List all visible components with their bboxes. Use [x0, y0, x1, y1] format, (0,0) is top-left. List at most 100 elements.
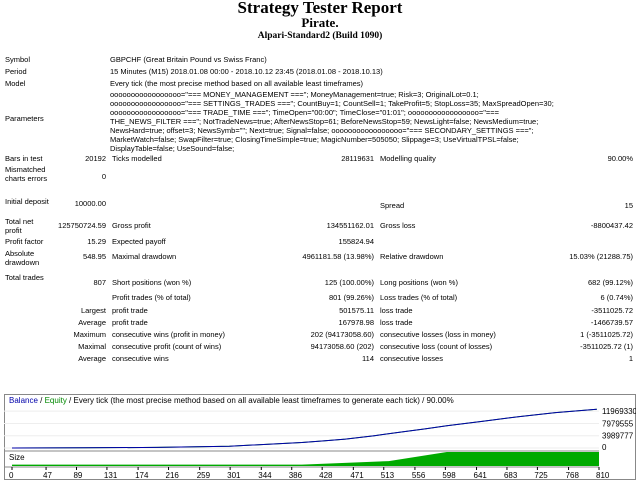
x-tick-label: 0 [9, 471, 14, 480]
quality-label: Modelling quality [380, 154, 436, 163]
max-consecutive-wins-label: consecutive wins (profit in money) [112, 330, 225, 339]
loss-trades-label: Loss trades (% of total) [380, 293, 458, 302]
avg-consecutive-wins-label: consecutive wins [112, 354, 169, 363]
parameters-line: THE_NEWS_FILTER ==="; NotTradeNews=true;… [110, 117, 539, 126]
short-positions-label: Short positions (won %) [112, 278, 192, 287]
x-tick-label: 513 [381, 471, 395, 480]
average-loss-value: -1466739.57 [590, 318, 633, 327]
legend-equity: Equity [45, 396, 67, 405]
symbol-value: GBPCHF (Great Britain Pound vs Swiss Fra… [110, 55, 267, 64]
gross-profit-label: Gross profit [112, 221, 151, 230]
chart-legend: Balance / Equity / Every tick (the most … [9, 396, 454, 405]
x-tick-label: 556 [412, 471, 426, 480]
bars-value: 20192 [85, 154, 106, 163]
x-tick-label: 216 [166, 471, 180, 480]
symbol-label: Symbol [5, 55, 31, 64]
size-bars [12, 452, 599, 466]
x-tick-label: 428 [319, 471, 333, 480]
average-profit-label: profit trade [112, 318, 148, 327]
maximal-drawdown-label: Maximal drawdown [112, 252, 177, 261]
deposit-value: 10000.00 [74, 199, 106, 208]
largest-loss-label: loss trade [380, 306, 413, 315]
gross-loss-value: -8800437.42 [590, 221, 633, 230]
largest-profit-label: profit trade [112, 306, 148, 315]
x-tick-label: 641 [474, 471, 488, 480]
bars-label: Bars in test [5, 154, 43, 163]
maximal-label: Maximal [78, 342, 106, 351]
legend-separator: / [38, 396, 45, 405]
x-tick-label: 131 [104, 471, 118, 480]
maximal-consecutive-profit-label: consecutive profit (count of wins) [112, 342, 222, 351]
parameters-line: ooooooooooooooooo="=== SETTINGS_TRADES =… [110, 99, 554, 108]
x-tick-label: 174 [135, 471, 149, 480]
size-label: Size [9, 453, 25, 462]
max-consecutive-losses-label: consecutive losses (loss in money) [380, 330, 496, 339]
expected-payoff-value: 155824.94 [338, 237, 374, 246]
x-tick-label: 598 [442, 471, 456, 480]
net-profit-label: Total net profit [5, 217, 34, 235]
x-tick-label: 344 [258, 471, 272, 480]
spread-label: Spread [380, 201, 405, 210]
total-trades-value: 807 [93, 278, 106, 287]
spread-value: 15 [624, 201, 633, 210]
parameters-line: DisplayTable=false; UseSound=false; [110, 144, 235, 153]
x-tick-label: 725 [534, 471, 548, 480]
parameters-line: MarketWatch=false; SwapFilter=true; Clos… [110, 135, 519, 144]
y-tick-label: 3989777 [602, 432, 634, 441]
y-tick-label: 11969330 [602, 407, 636, 416]
legend-description: / Every tick (the most precise method ba… [67, 396, 454, 405]
profit-trades-label: Profit trades (% of total) [112, 293, 191, 302]
report-title: Strategy Tester Report [237, 0, 403, 17]
maximal-consecutive-profit-value: 94173058.60 (202) [310, 342, 374, 351]
expert-name: Pirate. [301, 15, 339, 30]
short-positions-value: 125 (100.00%) [324, 278, 374, 287]
profit-trades-value: 801 (99.26%) [328, 293, 374, 302]
total-trades-label: Total trades [5, 273, 44, 282]
long-positions-label: Long positions (won %) [380, 278, 458, 287]
avg-consecutive-losses-value: 1 [628, 354, 633, 363]
ticks-value: 28119631 [341, 154, 374, 163]
maximal-drawdown-value: 4961181.58 (13.98%) [302, 252, 374, 261]
deposit-label: Initial deposit [5, 197, 49, 206]
long-positions-value: 682 (99.12%) [587, 278, 633, 287]
y-axis-ticks: 11969330 7979555 3989777 0 [602, 407, 636, 452]
avg-consecutive-losses-label: consecutive losses [380, 354, 443, 363]
maximal-consecutive-loss-value: -3511025.72 (1) [580, 342, 633, 351]
profit-factor-value: 15.29 [87, 237, 106, 246]
period-label: Period [5, 67, 27, 76]
x-tick-label: 301 [227, 471, 241, 480]
maximal-consecutive-loss-label: consecutive loss (count of losses) [380, 342, 493, 351]
balance-chart: Balance / Equity / Every tick (the most … [4, 394, 636, 480]
parameters-line: NewsHard=true; offset=3; NewsSymb=""; Ne… [110, 126, 534, 135]
quality-value: 90.00% [607, 154, 633, 163]
largest-label: Largest [80, 306, 106, 315]
model-value: Every tick (the most precise method base… [110, 79, 364, 88]
parameters-line: ooooooooooooooooo="=== MONEY_MANAGEMENT … [110, 90, 479, 99]
relative-drawdown-value: 15.03% (21288.75) [569, 252, 633, 261]
x-tick-label: 47 [43, 471, 52, 480]
mismatched-value: 0 [101, 172, 106, 181]
x-tick-label: 810 [596, 471, 610, 480]
x-tick-label: 259 [197, 471, 211, 480]
server-build: Alpari-Standard2 (Build 1090) [257, 31, 383, 41]
expected-payoff-label: Expected payoff [112, 237, 166, 246]
x-tick-label: 471 [350, 471, 364, 480]
loss-trades-value: 6 (0.74%) [600, 293, 633, 302]
max-consecutive-wins-value: 202 (94173058.60) [310, 330, 374, 339]
max-consecutive-losses-value: 1 (-3511025.72) [580, 330, 633, 339]
y-tick-label: 7979555 [602, 419, 634, 428]
relative-drawdown-label: Relative drawdown [380, 252, 444, 261]
average-profit-value: 167978.98 [338, 318, 374, 327]
y-tick-label: 0 [602, 443, 607, 452]
ticks-label: Ticks modelled [112, 154, 162, 163]
legend-balance: Balance [9, 396, 38, 405]
average-label: Average [78, 318, 106, 327]
period-value: 15 Minutes (M15) 2018.01.08 00:00 - 2018… [110, 67, 383, 76]
absolute-drawdown-value: 548.95 [83, 252, 106, 261]
net-profit-value: 125750724.59 [58, 221, 106, 230]
profit-factor-label: Profit factor [5, 237, 44, 246]
parameters-line: ooooooooooooooooo="=== TRADE_TIME ==="; … [110, 108, 499, 117]
largest-profit-value: 501575.11 [339, 306, 374, 315]
gross-loss-label: Gross loss [380, 221, 416, 230]
